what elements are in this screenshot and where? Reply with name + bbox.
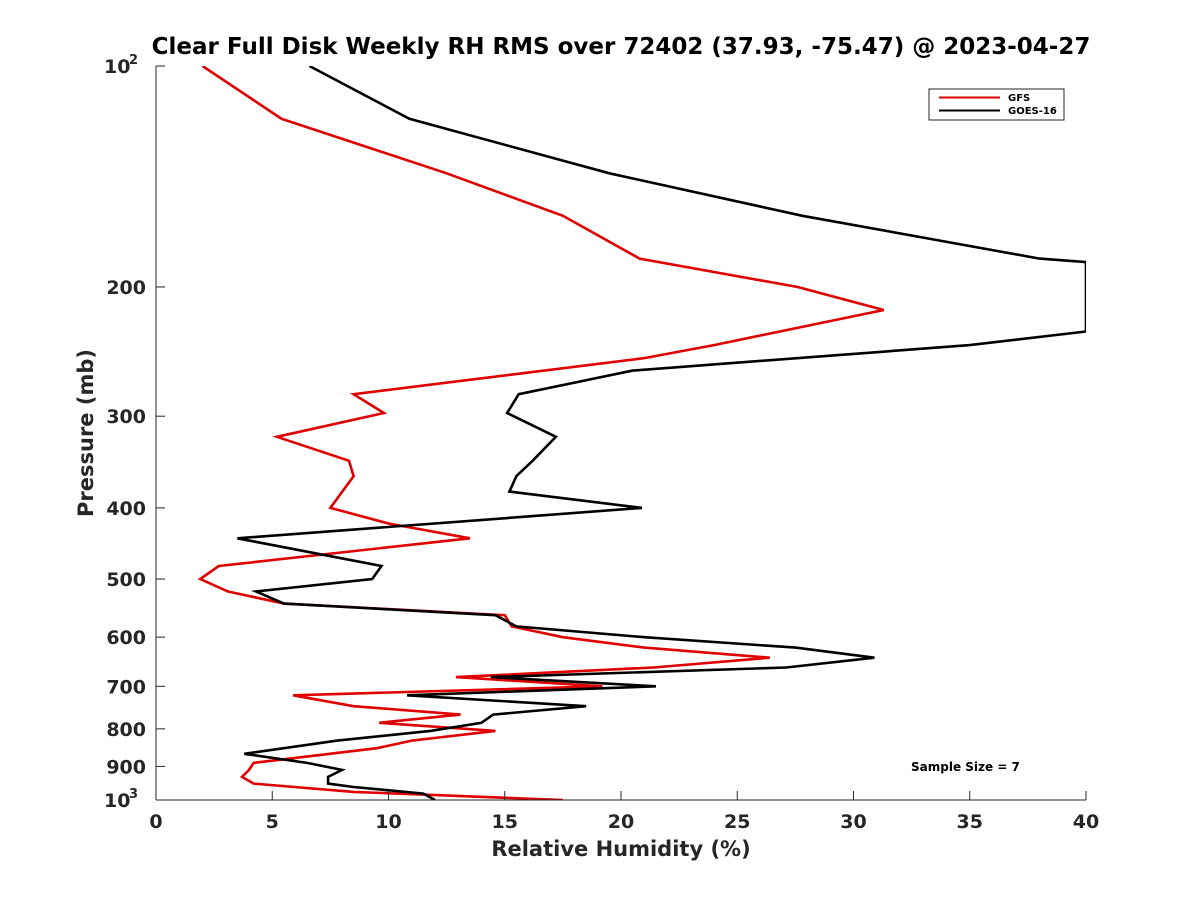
y-tick-label: 200 — [106, 277, 146, 299]
series-layer — [197, 66, 1086, 800]
x-tick-label: 15 — [492, 811, 518, 833]
legend-box — [928, 88, 1065, 121]
x-tick-label: 0 — [149, 811, 162, 833]
y-tick-label: 800 — [106, 719, 146, 741]
x-tick-label: 30 — [840, 811, 866, 833]
y-tick-label: 700 — [106, 676, 146, 698]
series-line-goes16 — [237, 66, 1086, 800]
y-tick-label: 600 — [106, 627, 146, 649]
legend-label-gfs: GFS — [1008, 93, 1030, 104]
y-axis-label: Pressure (mb) — [74, 349, 98, 517]
y-tick-label: 10 — [104, 790, 130, 812]
x-tick-label: 35 — [957, 811, 983, 833]
y-tick-exponent: 3 — [129, 787, 138, 802]
y-tick-label: 900 — [106, 756, 146, 778]
sample-size-annotation: Sample Size = 7 — [911, 760, 1020, 774]
x-tick-label: 20 — [608, 811, 634, 833]
x-axis-label: Relative Humidity (%) — [491, 837, 750, 861]
axes-layer: 0 5 10 15 20 25 30 35 40102200300400500600700800… — [104, 53, 1099, 833]
y-tick-exponent: 2 — [129, 53, 138, 68]
x-tick-label: 5 — [266, 811, 279, 833]
y-tick-label: 500 — [106, 569, 146, 591]
y-tick-label: 300 — [106, 406, 146, 428]
legend: GFS GOES-16 — [928, 88, 1065, 121]
x-tick-label: 10 — [375, 811, 401, 833]
x-tick-label: 25 — [724, 811, 750, 833]
y-tick-label: 400 — [106, 498, 146, 520]
chart-title: Clear Full Disk Weekly RH RMS over 72402… — [152, 34, 1091, 60]
y-tick-label: 10 — [104, 56, 130, 78]
legend-label-goes16: GOES-16 — [1008, 106, 1057, 117]
x-tick-label: 40 — [1073, 811, 1099, 833]
